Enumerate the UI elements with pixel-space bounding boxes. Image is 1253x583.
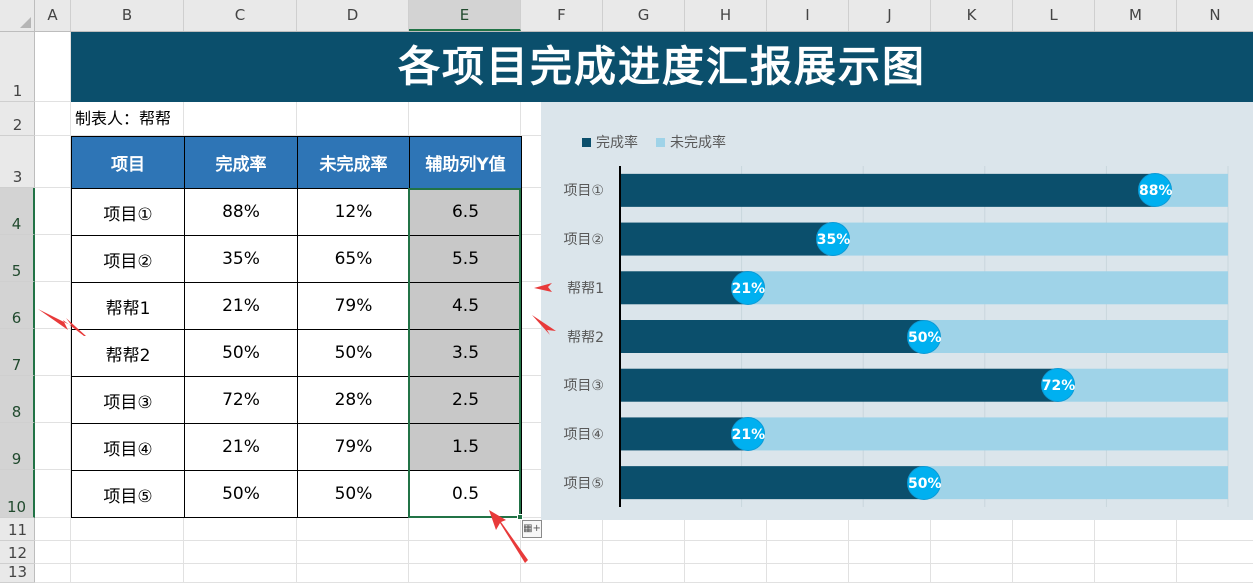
row-header-6[interactable]: 6 — [0, 282, 35, 329]
cell-helper-y[interactable]: 3.5 — [409, 329, 522, 377]
column-header-e[interactable]: E — [409, 0, 521, 31]
cell-project[interactable]: 帮帮1 — [71, 282, 185, 330]
header-project[interactable]: 项目 — [71, 136, 185, 189]
column-header-bar — [0, 0, 1253, 32]
table-row: 项目③ 72% 28% 2.5 — [71, 376, 522, 424]
column-header-i[interactable]: I — [767, 0, 849, 31]
column-header-a[interactable]: A — [35, 0, 71, 31]
column-header-n[interactable]: N — [1177, 0, 1253, 31]
header-completion[interactable]: 完成率 — [184, 136, 298, 189]
column-header-f[interactable]: F — [521, 0, 603, 31]
column-header-j[interactable]: J — [849, 0, 931, 31]
category-label: 项目① — [563, 183, 604, 200]
table-row: 项目⑤ 50% 50% 0.5 — [71, 470, 522, 518]
category-label: 项目④ — [563, 426, 604, 443]
header-incomplete[interactable]: 未完成率 — [297, 136, 410, 189]
cell-project[interactable]: 项目⑤ — [71, 470, 185, 518]
cell-incomplete[interactable]: 79% — [297, 423, 410, 471]
data-label-bubble[interactable]: 21% — [730, 416, 765, 451]
category-label: 项目⑤ — [563, 475, 604, 492]
legend-item-incomplete: 未完成率 — [656, 132, 726, 152]
cell-completion[interactable]: 50% — [184, 470, 298, 518]
table-row: 项目④ 21% 79% 1.5 — [71, 423, 522, 471]
column-header-m[interactable]: M — [1095, 0, 1177, 31]
cell-project[interactable]: 项目② — [71, 235, 185, 283]
gridline-horizontal — [35, 563, 1253, 564]
gridline-vertical — [70, 32, 71, 583]
row-header-2[interactable]: 2 — [0, 102, 35, 136]
cell-helper-y[interactable]: 5.5 — [409, 235, 522, 283]
column-header-c[interactable]: C — [184, 0, 297, 31]
data-table: 项目 完成率 未完成率 辅助列Y值 项目① 88% 12% 6.5 项目② 35% 65% 5… — [71, 136, 522, 518]
cell-project[interactable]: 帮帮2 — [71, 329, 185, 377]
category-label: 帮帮2 — [567, 329, 604, 346]
column-header-g[interactable]: G — [603, 0, 685, 31]
cell-completion[interactable]: 21% — [184, 423, 298, 471]
row-header-13[interactable]: 13 — [0, 563, 35, 583]
cell-project[interactable]: 项目④ — [71, 423, 185, 471]
cell-incomplete[interactable]: 12% — [297, 188, 410, 236]
data-label-bubble[interactable]: 21% — [730, 270, 765, 305]
cell-helper-y[interactable]: 6.5 — [409, 188, 522, 236]
cell-completion[interactable]: 72% — [184, 376, 298, 424]
cell-project[interactable]: 项目③ — [71, 376, 185, 424]
cell-incomplete[interactable]: 28% — [297, 376, 410, 424]
cell-incomplete[interactable]: 50% — [297, 470, 410, 518]
legend-swatch-incomplete — [656, 137, 665, 147]
row-header-11[interactable]: 11 — [0, 518, 35, 541]
maker-label[interactable]: 制表人：帮帮 — [75, 109, 172, 128]
cell-incomplete[interactable]: 65% — [297, 235, 410, 283]
row-header-5[interactable]: 5 — [0, 235, 35, 282]
cell-helper-y[interactable]: 1.5 — [409, 423, 522, 471]
table-row: 项目① 88% 12% 6.5 — [71, 188, 522, 236]
legend-swatch-completion — [582, 137, 591, 147]
cell-incomplete[interactable]: 79% — [297, 282, 410, 330]
row-header-8[interactable]: 8 — [0, 376, 35, 423]
cell-completion[interactable]: 50% — [184, 329, 298, 377]
cell-completion[interactable]: 88% — [184, 188, 298, 236]
category-label: 项目② — [563, 232, 604, 249]
legend-item-completion: 完成率 — [582, 132, 638, 152]
row-header-4[interactable]: 4 — [0, 188, 35, 235]
category-label: 帮帮1 — [567, 280, 604, 297]
cell-helper-y[interactable]: 4.5 — [409, 282, 522, 330]
data-label-bubble[interactable]: 50% — [907, 465, 942, 500]
table-header-row: 项目 完成率 未完成率 辅助列Y值 — [71, 136, 522, 189]
row-header-7[interactable]: 7 — [0, 329, 35, 376]
quick-analysis-icon[interactable]: ▦+ — [522, 520, 542, 538]
row-header-12[interactable]: 12 — [0, 541, 35, 564]
category-label: 项目③ — [563, 378, 604, 395]
legend-label-completion: 完成率 — [596, 135, 638, 151]
data-label-bubble[interactable]: 35% — [815, 222, 850, 257]
cell-completion[interactable]: 35% — [184, 235, 298, 283]
row-header-10[interactable]: 10 — [0, 470, 35, 518]
cell-helper-y[interactable]: 0.5 — [409, 470, 522, 518]
column-header-d[interactable]: D — [297, 0, 409, 31]
cell-project[interactable]: 项目① — [71, 188, 185, 236]
cell-completion[interactable]: 21% — [184, 282, 298, 330]
column-header-k[interactable]: K — [931, 0, 1013, 31]
table-row: 帮帮1 21% 79% 4.5 — [71, 282, 522, 330]
legend-label-incomplete: 未完成率 — [670, 135, 726, 151]
header-helper-y[interactable]: 辅助列Y值 — [409, 136, 522, 189]
column-header-l[interactable]: L — [1013, 0, 1095, 31]
chart-area[interactable] — [541, 102, 1253, 520]
gridline-horizontal — [35, 540, 1253, 541]
row-header-9[interactable]: 9 — [0, 423, 35, 470]
chart-legend[interactable]: 完成率 未完成率 — [582, 132, 726, 152]
row-header-1[interactable]: 1 — [0, 32, 35, 102]
column-header-b[interactable]: B — [71, 0, 184, 31]
data-label-bubble[interactable]: 72% — [1040, 368, 1075, 403]
table-row: 帮帮2 50% 50% 3.5 — [71, 329, 522, 377]
select-all-triangle-icon — [20, 17, 31, 28]
cell-helper-y[interactable]: 2.5 — [409, 376, 522, 424]
column-header-h[interactable]: H — [685, 0, 767, 31]
sheet-title[interactable]: 各项目完成进度汇报展示图 — [71, 32, 1253, 102]
table-row: 项目② 35% 65% 5.5 — [71, 235, 522, 283]
row-header-3[interactable]: 3 — [0, 136, 35, 188]
data-label-bubble[interactable]: 50% — [907, 319, 942, 354]
data-label-bubble[interactable]: 88% — [1138, 173, 1173, 208]
cell-incomplete[interactable]: 50% — [297, 329, 410, 377]
